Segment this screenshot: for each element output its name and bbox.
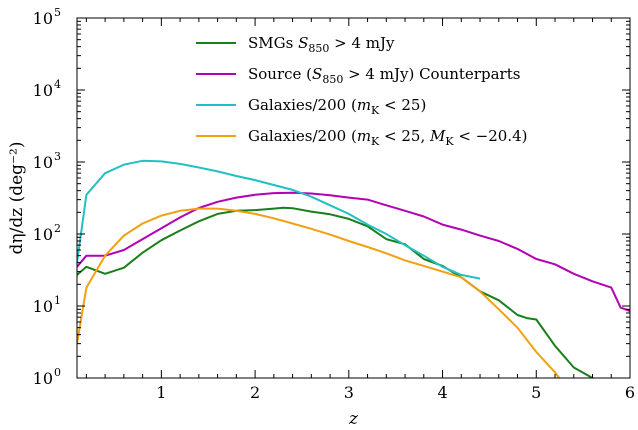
axis-ticks (77, 17, 631, 379)
legend: SMGs S850 > 4 mJy Source (S850 > 4 mJy) C… (196, 34, 528, 148)
legend-item-1: Source (S850 > 4 mJy) Counterparts (196, 65, 520, 86)
x-tick-label: 3 (344, 383, 354, 402)
series-line-1 (77, 191, 630, 313)
plot-lines (77, 159, 630, 378)
x-tick-label: 2 (250, 383, 260, 402)
x-tick-label: 4 (437, 383, 447, 402)
series-line-3 (77, 207, 561, 378)
y-tick-label: 104 (33, 78, 61, 100)
y-tick-label: 103 (33, 150, 61, 172)
plot-frame (76, 17, 631, 379)
y-tick-label: 101 (33, 294, 61, 316)
y-tick-label: 102 (33, 222, 61, 244)
x-tick-label: 6 (625, 383, 635, 402)
legend-item-3: Galaxies/200 (mK < 25, MK < −20.4) (196, 127, 528, 148)
x-tick-label: 1 (156, 383, 166, 402)
legend-label: Galaxies/200 (mK < 25, MK < −20.4) (248, 127, 528, 148)
y-tick-label: 100 (33, 366, 61, 388)
y-tick-label: 105 (33, 6, 61, 28)
series-line-0 (77, 206, 596, 378)
axis-tick-labels: 1 2 3 4 5 6 100 101 102 103 104 105 (33, 6, 635, 402)
legend-label: SMGs S850 > 4 mJy (248, 34, 395, 55)
y-axis-label: dη/dz (deg⁻²) (7, 142, 27, 255)
x-tick-label: 5 (531, 383, 541, 402)
x-axis-label: z (348, 409, 359, 429)
legend-label: Source (S850 > 4 mJy) Counterparts (248, 65, 520, 86)
legend-item-0: SMGs S850 > 4 mJy (196, 34, 395, 55)
axis-labels: z dη/dz (deg⁻²) (7, 142, 359, 429)
series-line-2 (77, 159, 481, 280)
legend-label: Galaxies/200 (mK < 25) (248, 96, 426, 117)
legend-item-2: Galaxies/200 (mK < 25) (196, 96, 426, 117)
